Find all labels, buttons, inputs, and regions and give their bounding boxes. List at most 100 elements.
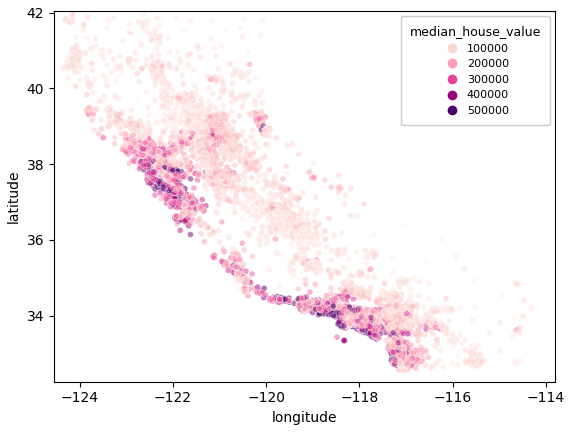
Point <box>329 305 339 312</box>
Point <box>337 319 346 326</box>
Point <box>417 358 426 365</box>
Point <box>136 146 146 152</box>
Point <box>348 318 358 325</box>
Point <box>388 360 398 367</box>
Point <box>344 312 353 319</box>
Point <box>378 311 387 318</box>
Point <box>342 314 351 321</box>
Point <box>223 179 233 186</box>
Point <box>370 330 379 337</box>
Point <box>359 325 368 332</box>
Point <box>197 137 206 143</box>
Point <box>221 179 230 186</box>
Point <box>199 136 208 143</box>
Point <box>406 360 415 367</box>
Point <box>168 187 177 194</box>
Point <box>149 168 158 175</box>
Point <box>152 163 162 170</box>
Point <box>308 260 317 267</box>
Point <box>366 311 375 318</box>
Point <box>233 272 242 279</box>
Point <box>350 285 359 292</box>
Point <box>164 175 174 182</box>
Point <box>254 111 263 118</box>
Point <box>349 319 358 326</box>
Point <box>238 186 248 193</box>
Point <box>340 309 350 316</box>
Point <box>335 305 344 312</box>
Point <box>339 310 348 317</box>
Point <box>170 187 179 194</box>
Point <box>339 311 348 318</box>
Point <box>347 310 356 317</box>
Point <box>199 160 209 167</box>
Point <box>303 298 312 305</box>
Point <box>386 313 395 320</box>
Point <box>148 68 158 75</box>
Point <box>166 165 175 172</box>
Point <box>470 360 480 367</box>
Point <box>384 309 393 316</box>
Point <box>348 306 358 313</box>
Point <box>256 203 265 210</box>
Point <box>345 311 354 318</box>
Point <box>387 340 396 347</box>
Point <box>352 290 361 297</box>
Point <box>427 321 436 327</box>
Point <box>389 346 398 353</box>
Point <box>391 313 401 320</box>
Point <box>146 175 155 181</box>
Point <box>405 359 414 366</box>
Point <box>271 209 280 216</box>
Point <box>355 319 364 326</box>
Point <box>368 308 378 315</box>
Point <box>472 362 481 369</box>
Point <box>359 320 368 327</box>
Point <box>146 168 155 175</box>
Point <box>148 175 158 182</box>
Point <box>370 311 379 318</box>
Point <box>294 215 303 222</box>
Point <box>147 149 156 156</box>
Point <box>175 185 184 192</box>
Point <box>371 332 380 339</box>
Point <box>111 118 120 125</box>
Point <box>173 173 182 180</box>
Point <box>359 327 368 334</box>
Point <box>372 311 382 318</box>
Point <box>397 358 406 365</box>
Point <box>168 177 177 184</box>
Point <box>349 321 358 328</box>
Point <box>370 326 379 333</box>
Point <box>156 149 165 156</box>
Point <box>275 295 284 302</box>
Point <box>218 136 227 143</box>
Point <box>354 306 363 313</box>
Point <box>176 94 186 101</box>
Point <box>397 364 406 371</box>
Point <box>374 318 383 324</box>
Point <box>372 308 382 315</box>
Point <box>370 311 379 318</box>
Point <box>391 360 401 367</box>
Point <box>348 305 357 311</box>
Point <box>158 157 167 164</box>
Point <box>173 161 182 168</box>
Point <box>136 122 145 129</box>
Point <box>148 170 158 177</box>
Point <box>156 180 165 187</box>
Point <box>311 259 320 266</box>
Point <box>380 311 390 318</box>
Point <box>354 321 363 328</box>
Point <box>84 110 93 117</box>
Point <box>202 137 211 144</box>
Point <box>351 316 360 323</box>
Point <box>343 309 352 316</box>
Point <box>193 140 202 147</box>
Point <box>384 314 393 321</box>
Point <box>144 159 154 165</box>
Point <box>148 171 158 178</box>
Point <box>292 220 301 227</box>
Point <box>368 311 377 318</box>
Point <box>201 141 210 148</box>
